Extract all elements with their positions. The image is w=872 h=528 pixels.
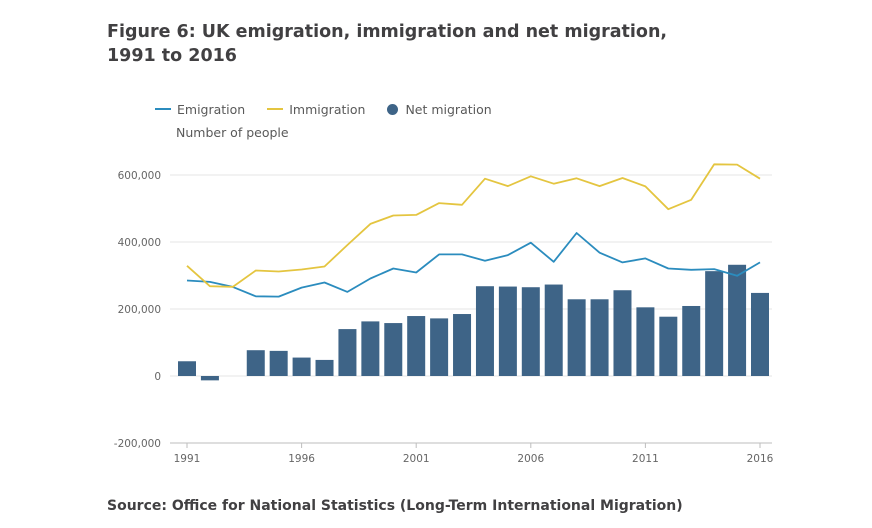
chart-title-line-2: 1991 to 2016: [107, 46, 237, 66]
net-migration-bar[interactable]: [453, 314, 472, 376]
immigration-line-swatch: [267, 108, 284, 110]
net-migration-dot-swatch: [387, 103, 399, 115]
net-migration-bar[interactable]: [751, 292, 769, 376]
legend-label-emigration: Emigration: [177, 101, 246, 117]
net-migration-bar[interactable]: [613, 290, 632, 376]
net-migration-bar[interactable]: [521, 287, 540, 376]
net-migration-bar[interactable]: [384, 323, 403, 376]
immigration-line[interactable]: [186, 163, 761, 288]
legend-label-net-migration: Net migration: [405, 101, 492, 117]
y-tick-label: 600,000: [118, 170, 161, 182]
series-lines: [186, 163, 761, 298]
x-tick: 2006: [517, 453, 544, 465]
x-tick: 1991: [174, 453, 201, 465]
net-migration-bar[interactable]: [178, 361, 196, 376]
net-migration-bar[interactable]: [705, 271, 724, 376]
legend: Emigration Immigration Net migration: [155, 100, 514, 118]
chart-title: Figure 6: UK emigration, immigration and…: [107, 20, 667, 68]
y-tick-label: -200,000: [114, 438, 161, 450]
net-migration-bar[interactable]: [430, 318, 449, 376]
net-migration-bar[interactable]: [361, 321, 380, 376]
emigration-line-swatch: [155, 108, 171, 110]
emigration-line[interactable]: [186, 232, 761, 298]
source-note: Source: Office for National Statistics (…: [107, 498, 683, 514]
x-tick-label: 1996: [288, 453, 315, 465]
x-tick-label: 2001: [403, 453, 430, 465]
y-axis-label: Number of people: [176, 125, 289, 140]
net-migration-bars: [178, 264, 769, 381]
x-tick: 2016: [747, 453, 774, 465]
net-migration-bar[interactable]: [338, 329, 357, 376]
legend-item-immigration[interactable]: Immigration: [267, 102, 365, 117]
net-migration-bar[interactable]: [682, 305, 701, 376]
net-migration-bar[interactable]: [636, 307, 655, 376]
y-tick-label: 200,000: [118, 304, 161, 316]
y-tick: 600,000: [118, 170, 161, 182]
net-migration-bar[interactable]: [315, 359, 334, 376]
y-tick: 400,000: [118, 237, 161, 249]
net-migration-bar[interactable]: [246, 350, 265, 376]
y-axis-ticks: -200,000 0 200,000 400,000 600,000: [114, 170, 161, 450]
y-tick: -200,000: [114, 438, 161, 450]
net-migration-bar[interactable]: [544, 284, 563, 376]
net-migration-bar[interactable]: [269, 350, 288, 376]
legend-item-net-migration[interactable]: Net migration: [387, 101, 492, 117]
x-tick-label: 1991: [174, 453, 201, 465]
x-tick-label: 2006: [517, 453, 544, 465]
x-axis: 1991 1996 2001 2006 2011 2016: [170, 442, 774, 465]
net-migration-bar[interactable]: [590, 299, 609, 376]
net-migration-bar[interactable]: [292, 357, 311, 376]
net-migration-bar[interactable]: [475, 286, 494, 376]
net-migration-bar[interactable]: [728, 264, 747, 376]
y-tick: 200,000: [118, 304, 161, 316]
legend-item-emigration[interactable]: Emigration: [155, 102, 245, 117]
y-tick-label: 400,000: [118, 237, 161, 249]
chart-title-line-1: Figure 6: UK emigration, immigration and…: [107, 22, 668, 42]
x-tick: 1996: [288, 453, 315, 465]
x-tick: 2001: [403, 453, 430, 465]
net-migration-bar[interactable]: [567, 299, 586, 376]
x-tick: 2011: [632, 453, 659, 465]
x-tick-label: 2016: [747, 453, 774, 465]
net-migration-bar[interactable]: [200, 376, 219, 381]
x-tick-label: 2011: [632, 453, 659, 465]
net-migration-bar[interactable]: [407, 316, 426, 376]
legend-label-immigration: Immigration: [289, 101, 366, 117]
net-migration-bar[interactable]: [659, 316, 678, 376]
y-tick-label: 0: [154, 371, 161, 383]
net-migration-bar[interactable]: [498, 286, 517, 376]
y-tick: 0: [154, 371, 161, 383]
